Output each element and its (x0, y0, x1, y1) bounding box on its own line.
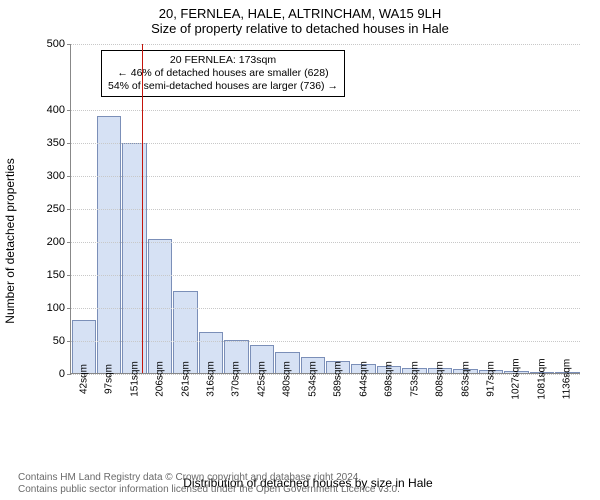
x-tick-label: 753sqm (409, 361, 420, 397)
y-tick-label: 0 (59, 368, 71, 380)
x-tick-label: 1027sqm (511, 358, 522, 399)
credit-line1: Contains HM Land Registry data © Crown c… (18, 472, 400, 484)
x-tick-label: 1136sqm (562, 359, 573, 399)
x-tick-label: 316sqm (205, 361, 216, 397)
credit-line2: Contains public sector information licen… (18, 484, 400, 496)
credit-block: Contains HM Land Registry data © Crown c… (18, 472, 400, 496)
x-tick-label: 151sqm (129, 361, 140, 397)
x-tick-row: 42sqm97sqm151sqm206sqm261sqm316sqm370sqm… (71, 373, 580, 433)
x-tick-label: 589sqm (333, 361, 344, 397)
x-tick: 261sqm (173, 373, 198, 433)
y-tick-label: 350 (47, 137, 71, 149)
x-tick: 480sqm (275, 373, 300, 433)
x-tick-label: 534sqm (307, 361, 318, 397)
y-tick-label: 250 (47, 203, 71, 215)
reference-line (142, 44, 143, 373)
x-tick: 589sqm (326, 373, 351, 433)
x-tick: 151sqm (122, 373, 147, 433)
x-tick: 97sqm (96, 373, 121, 433)
x-tick-label: 261sqm (180, 361, 191, 397)
page-title-subtitle: Size of property relative to detached ho… (0, 21, 600, 36)
histogram-bar (97, 116, 121, 373)
gridline (71, 341, 580, 342)
y-tick-label: 400 (47, 104, 71, 116)
gridline (71, 374, 580, 375)
x-tick: 808sqm (427, 373, 452, 433)
y-tick-label: 50 (53, 335, 71, 347)
gridline (71, 176, 580, 177)
x-tick-label: 370sqm (231, 361, 242, 397)
gridline (71, 110, 580, 111)
x-tick-label: 808sqm (435, 361, 446, 397)
histogram-bar (122, 143, 146, 373)
x-tick: 425sqm (249, 373, 274, 433)
x-tick: 753sqm (402, 373, 427, 433)
x-tick: 698sqm (376, 373, 401, 433)
x-tick: 206sqm (147, 373, 172, 433)
x-tick: 1136sqm (555, 373, 580, 433)
gridline (71, 275, 580, 276)
x-tick: 534sqm (300, 373, 325, 433)
x-tick: 1081sqm (529, 373, 554, 433)
gridline (71, 209, 580, 210)
x-tick-label: 644sqm (358, 361, 369, 397)
x-tick-label: 42sqm (78, 364, 89, 394)
gridline (71, 242, 580, 243)
x-tick-label: 1081sqm (536, 358, 547, 399)
gridline (71, 44, 580, 45)
x-tick: 863sqm (453, 373, 478, 433)
y-axis-label: Number of detached properties (3, 158, 17, 323)
x-tick: 370sqm (224, 373, 249, 433)
gridline (71, 308, 580, 309)
x-tick: 42sqm (71, 373, 96, 433)
x-tick-label: 206sqm (155, 361, 166, 397)
y-tick-label: 200 (47, 236, 71, 248)
x-tick-label: 480sqm (282, 361, 293, 397)
x-tick: 316sqm (198, 373, 223, 433)
y-tick-label: 500 (47, 38, 71, 50)
x-tick-label: 97sqm (104, 364, 115, 394)
gridline (71, 143, 580, 144)
x-tick-label: 698sqm (384, 361, 395, 397)
chart-container: Number of detached properties 42sqm97sqm… (34, 44, 582, 438)
y-tick-label: 100 (47, 302, 71, 314)
x-tick-label: 425sqm (256, 361, 267, 397)
y-tick-label: 150 (47, 269, 71, 281)
x-tick: 644sqm (351, 373, 376, 433)
page-title-address: 20, FERNLEA, HALE, ALTRINCHAM, WA15 9LH (0, 6, 600, 21)
y-tick-label: 300 (47, 170, 71, 182)
plot-area: 42sqm97sqm151sqm206sqm261sqm316sqm370sqm… (70, 44, 580, 374)
x-tick: 917sqm (478, 373, 503, 433)
x-tick: 1027sqm (504, 373, 529, 433)
x-tick-label: 863sqm (460, 361, 471, 397)
x-tick-label: 917sqm (485, 361, 496, 397)
reference-callout: 20 FERNLEA: 173sqm ← 46% of detached hou… (101, 50, 345, 97)
histogram-bar (148, 239, 172, 373)
